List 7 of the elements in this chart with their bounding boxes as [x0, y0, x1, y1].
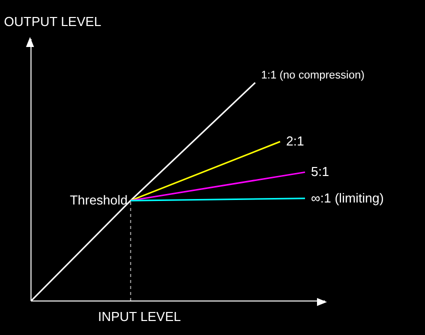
series-label: 5:1 [311, 164, 330, 180]
series-label: 1:1 (no compression) [261, 70, 365, 82]
annotation: Threshold [70, 192, 128, 208]
y-axis-title: OUTPUT LEVEL [4, 14, 102, 29]
series-label: 2:1 [286, 134, 304, 149]
series-label: ∞:1 (limiting) [311, 190, 384, 206]
x-axis-title: INPUT LEVEL [98, 309, 181, 324]
